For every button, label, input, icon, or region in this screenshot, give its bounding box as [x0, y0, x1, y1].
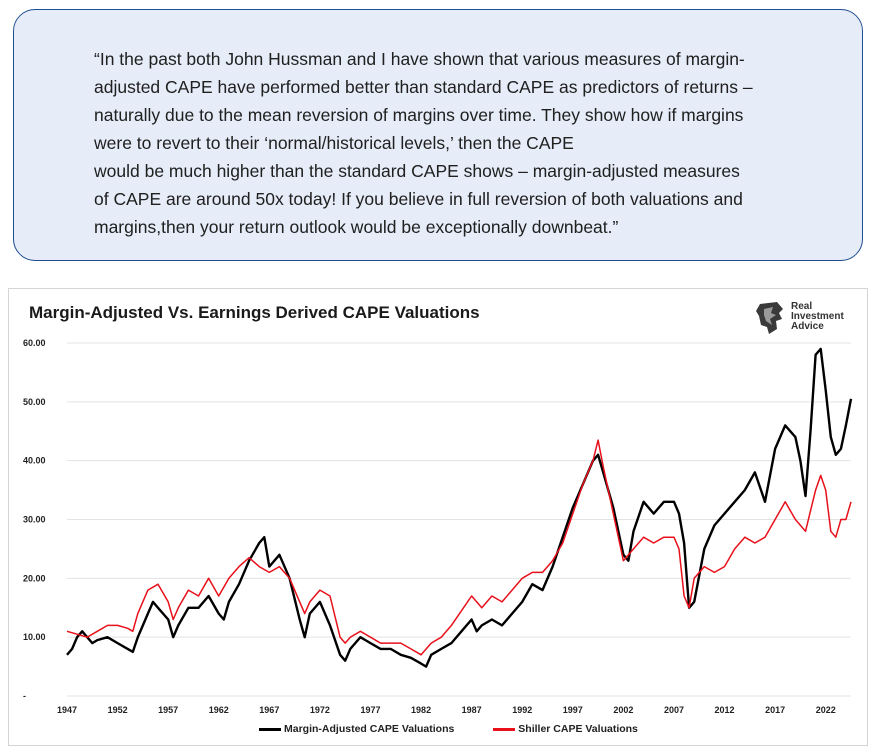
legend-label: Shiller CAPE Valuations — [518, 723, 638, 735]
legend-item-shiller: Shiller CAPE Valuations — [493, 723, 638, 735]
x-tick-label: 1977 — [360, 705, 380, 715]
y-tick-label: 10.00 — [23, 632, 46, 642]
chart-container: Margin-Adjusted Vs. Earnings Derived CAP… — [8, 288, 868, 746]
series-line-shiller — [66, 439, 852, 656]
x-tick-label: 1972 — [310, 705, 330, 715]
quote-text: “In the past both John Hussman and I hav… — [94, 49, 753, 237]
y-tick-label: 30.00 — [23, 515, 46, 525]
lion-head-icon — [756, 302, 783, 334]
x-tick-label: 2012 — [715, 705, 735, 715]
x-tick-label: 2022 — [816, 705, 836, 715]
logo-line: Real — [791, 301, 813, 312]
legend-item-margin-adjusted: Margin-Adjusted CAPE Valuations — [259, 723, 454, 735]
x-tick-label: 2002 — [613, 705, 633, 715]
y-tick-label: 60.00 — [23, 338, 46, 348]
x-tick-label: 2007 — [664, 705, 684, 715]
logo-text: Real Investment Advice — [791, 302, 844, 332]
x-tick-label: 1997 — [563, 705, 583, 715]
brand-logo: Real Investment Advice — [753, 301, 863, 337]
logo-line: Investment — [791, 311, 844, 322]
x-tick-label: 1957 — [158, 705, 178, 715]
quote-box: “In the past both John Hussman and I hav… — [13, 9, 863, 261]
x-tick-label: 1967 — [259, 705, 279, 715]
x-tick-label: 1987 — [462, 705, 482, 715]
chart-legend: Margin-Adjusted CAPE Valuations Shiller … — [259, 723, 674, 739]
legend-label: Margin-Adjusted CAPE Valuations — [284, 723, 455, 735]
series-line-margin-adjusted — [66, 347, 853, 668]
y-tick-label: 50.00 — [23, 397, 46, 407]
legend-swatch-black — [259, 727, 281, 731]
x-tick-label: 2017 — [765, 705, 785, 715]
chart-title: Margin-Adjusted Vs. Earnings Derived CAP… — [29, 303, 480, 322]
legend-swatch-red — [493, 727, 516, 731]
logo-line: Advice — [791, 321, 824, 332]
y-tick-label: 20.00 — [23, 573, 46, 583]
x-tick-label: 1962 — [209, 705, 229, 715]
line-chart: 60.00 50.00 40.00 30.00 20.00 10.00 - 1947 1952 1… — [23, 338, 853, 715]
x-tick-label: 1982 — [411, 705, 431, 715]
y-tick-label: - — [23, 691, 26, 701]
y-tick-label: 40.00 — [23, 456, 46, 466]
x-tick-label: 1947 — [57, 705, 77, 715]
x-tick-label: 1992 — [512, 705, 532, 715]
x-tick-label: 1952 — [108, 705, 128, 715]
